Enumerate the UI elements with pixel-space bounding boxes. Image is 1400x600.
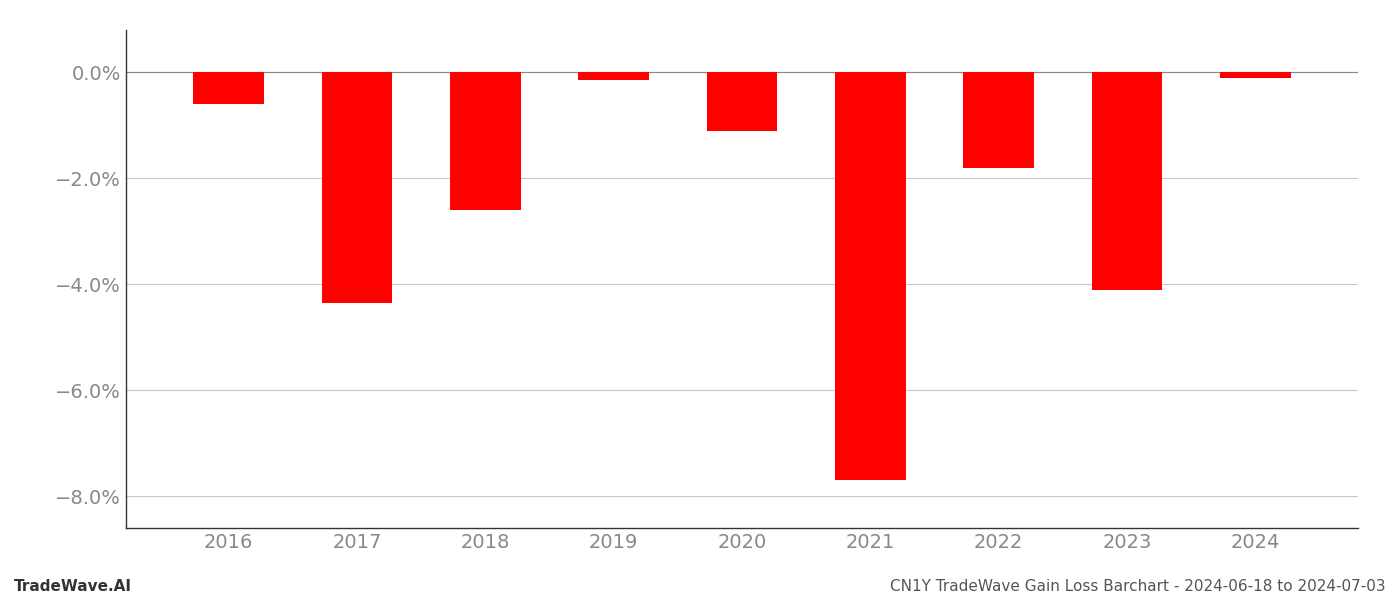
Bar xyxy=(963,73,1035,168)
Text: CN1Y TradeWave Gain Loss Barchart - 2024-06-18 to 2024-07-03: CN1Y TradeWave Gain Loss Barchart - 2024… xyxy=(890,579,1386,594)
Bar xyxy=(1219,73,1291,77)
Bar xyxy=(578,73,650,80)
Bar xyxy=(707,73,777,131)
Text: TradeWave.AI: TradeWave.AI xyxy=(14,579,132,594)
Bar xyxy=(1092,73,1162,290)
Bar xyxy=(193,73,265,104)
Bar xyxy=(834,73,906,481)
Bar xyxy=(449,73,521,210)
Bar xyxy=(322,73,392,303)
